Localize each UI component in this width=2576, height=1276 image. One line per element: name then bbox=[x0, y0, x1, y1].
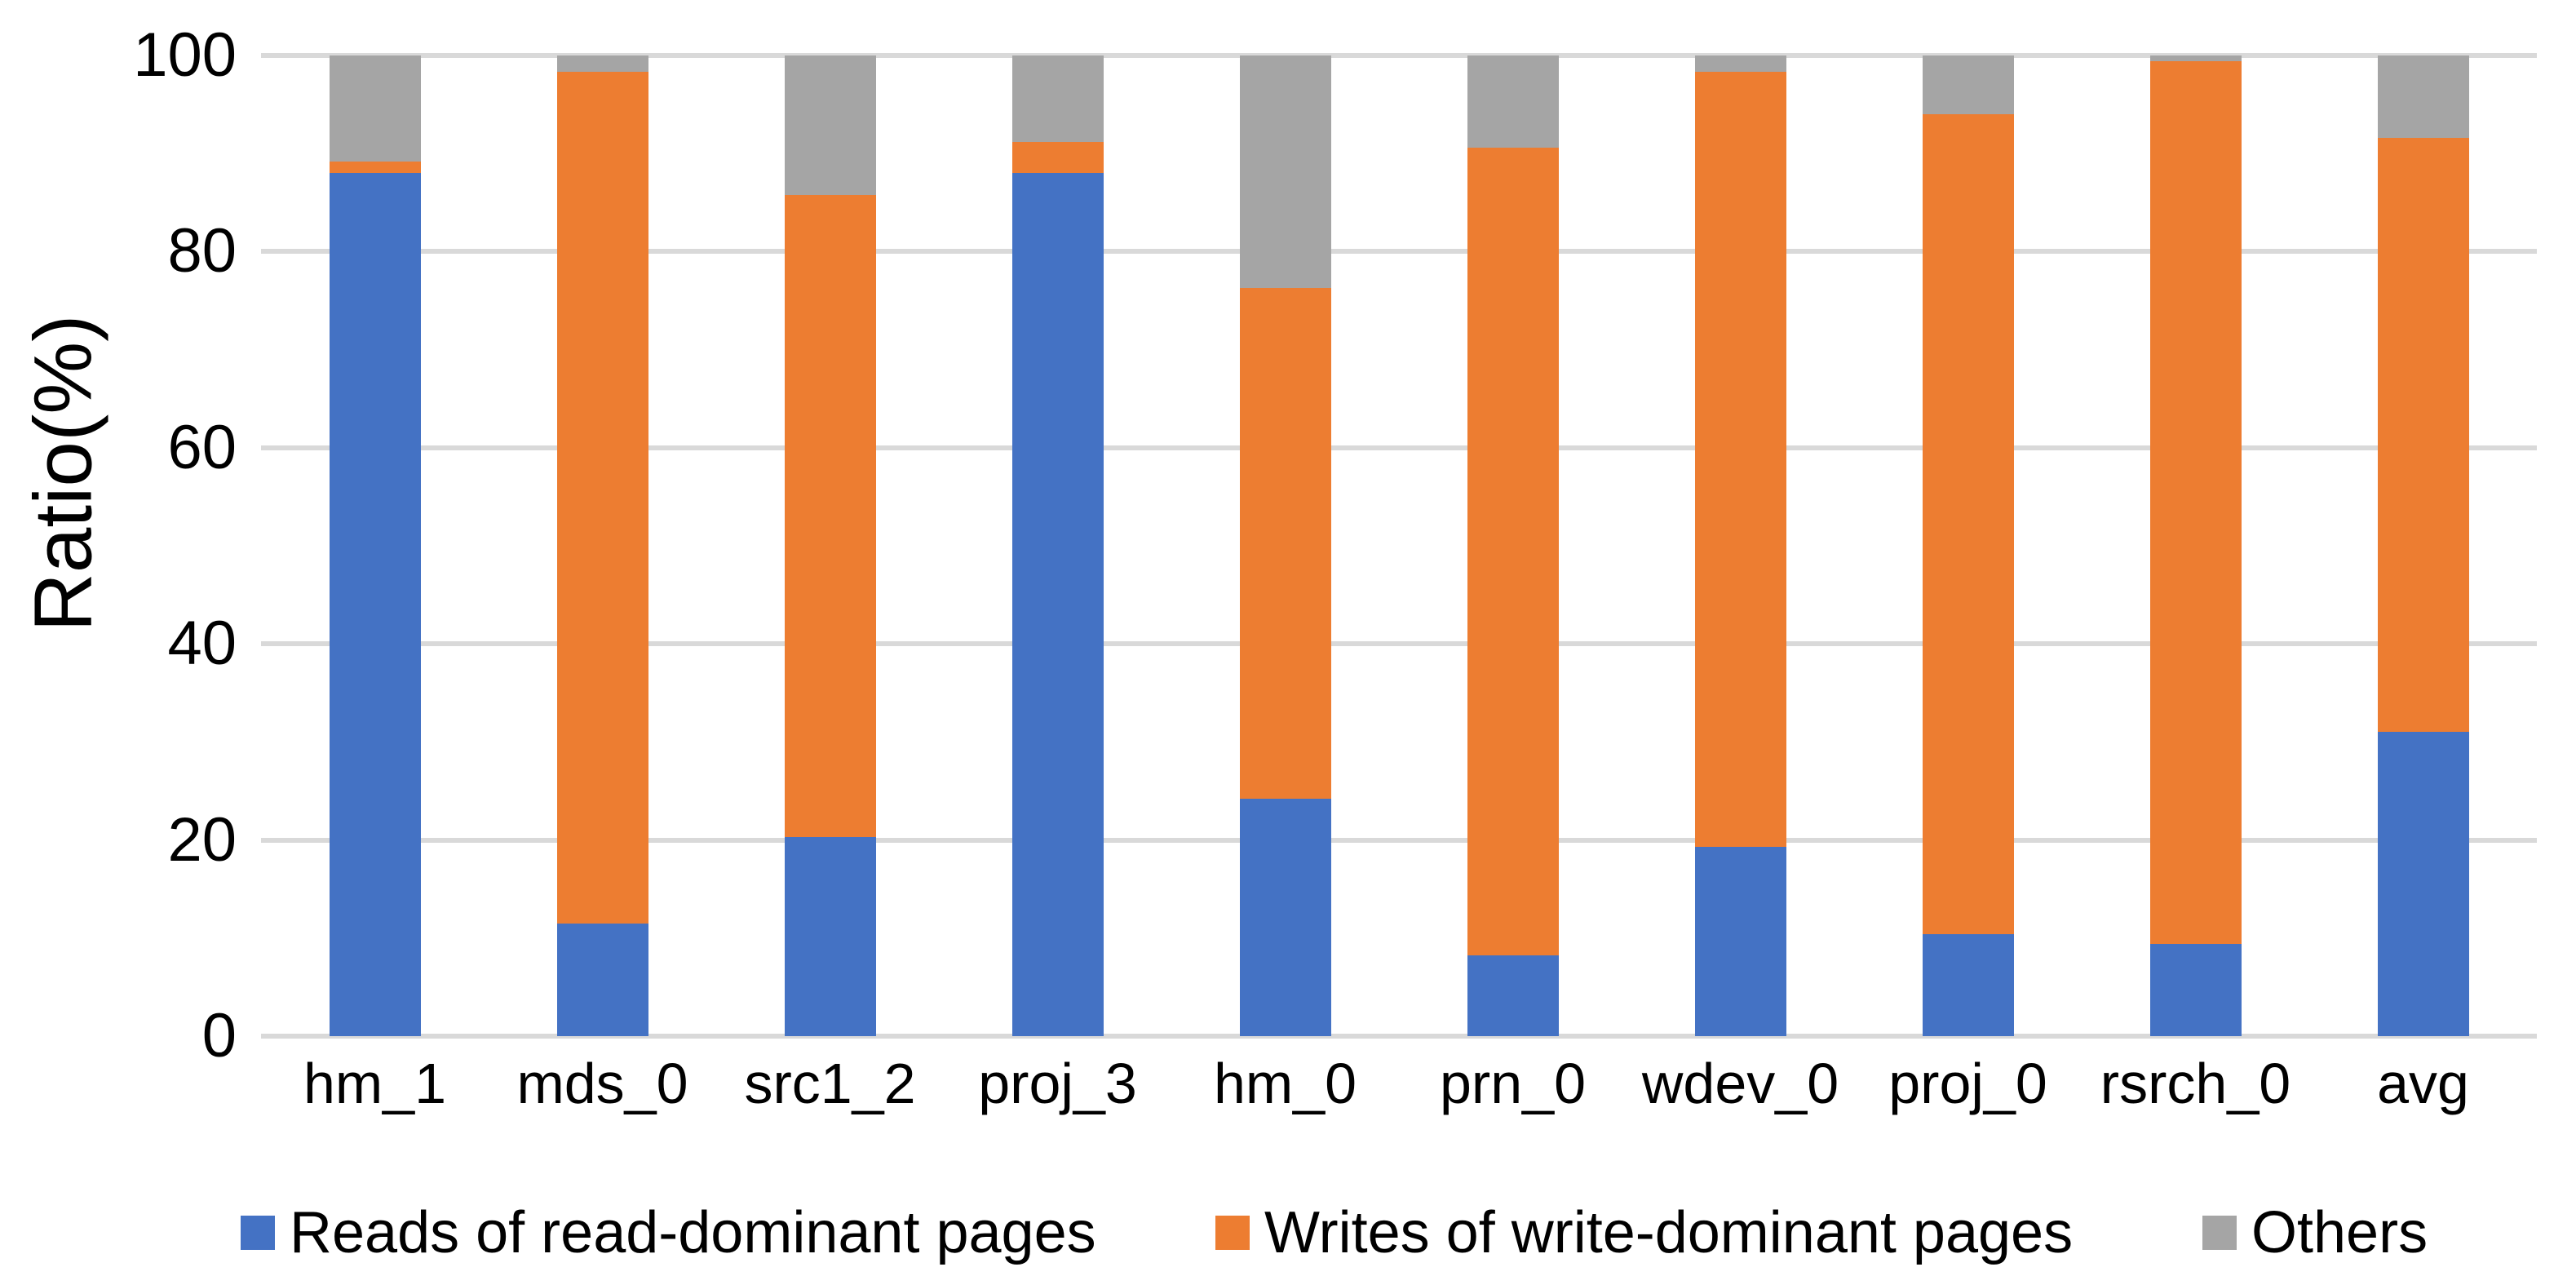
gridline-y-100 bbox=[261, 53, 2537, 58]
y-tick-label-40: 40 bbox=[167, 609, 237, 679]
legend-item-0: Reads of read-dominant pages bbox=[241, 1201, 1096, 1265]
bar-proj_0 bbox=[1922, 55, 2014, 1036]
bar-segment-prn_0-series-1 bbox=[1467, 148, 1559, 956]
bar-avg bbox=[2377, 55, 2469, 1036]
legend-label: Others bbox=[2251, 1200, 2428, 1265]
x-tick-label-proj_0: proj_0 bbox=[1888, 1052, 2047, 1115]
bar-segment-prn_0-series-2 bbox=[1467, 55, 1559, 148]
bar-prn_0 bbox=[1467, 55, 1559, 1036]
x-tick-label-wdev_0: wdev_0 bbox=[1641, 1052, 1839, 1115]
bar-segment-hm_1-series-0 bbox=[329, 173, 421, 1036]
bar-segment-avg-series-0 bbox=[2377, 732, 2469, 1036]
x-tick-label-src1_2: src1_2 bbox=[744, 1052, 916, 1115]
y-tick-label-20: 20 bbox=[167, 804, 237, 875]
x-tick-label-proj_3: proj_3 bbox=[978, 1052, 1137, 1115]
bar-segment-prn_0-series-0 bbox=[1467, 955, 1559, 1036]
legend-label: Reads of read-dominant pages bbox=[290, 1200, 1096, 1265]
gridline-y-20 bbox=[261, 837, 2537, 843]
legend-item-2: Others bbox=[2202, 1201, 2428, 1265]
bar-src1_2 bbox=[784, 55, 876, 1036]
bar-segment-src1_2-series-1 bbox=[784, 194, 876, 837]
x-tick-label-rsrch_0: rsrch_0 bbox=[2100, 1052, 2291, 1115]
bar-segment-wdev_0-series-0 bbox=[1694, 847, 1786, 1036]
bar-segment-hm_0-series-0 bbox=[1239, 799, 1331, 1036]
legend-swatch-icon bbox=[2202, 1216, 2237, 1250]
x-tick-label-mds_0: mds_0 bbox=[516, 1052, 688, 1115]
bar-segment-mds_0-series-1 bbox=[556, 72, 648, 924]
bar-segment-proj_3-series-2 bbox=[1011, 55, 1104, 142]
plot-area bbox=[261, 53, 2537, 1039]
bar-proj_3 bbox=[1011, 55, 1104, 1036]
bar-segment-mds_0-series-0 bbox=[556, 923, 648, 1036]
gridline-y-80 bbox=[261, 249, 2537, 255]
bar-segment-hm_1-series-1 bbox=[329, 161, 421, 174]
bar-hm_1 bbox=[329, 55, 421, 1036]
y-tick-label-80: 80 bbox=[167, 216, 237, 286]
bar-segment-src1_2-series-2 bbox=[784, 55, 876, 195]
bar-segment-mds_0-series-2 bbox=[556, 55, 648, 73]
bar-segment-hm_0-series-2 bbox=[1239, 55, 1331, 288]
bar-segment-rsrch_0-series-2 bbox=[2149, 55, 2242, 62]
legend-swatch-icon bbox=[241, 1216, 275, 1250]
bar-segment-proj_3-series-1 bbox=[1011, 141, 1104, 174]
gridline-y-0 bbox=[261, 1034, 2537, 1039]
bar-segment-proj_0-series-2 bbox=[1922, 55, 2014, 115]
x-tick-label-hm_0: hm_0 bbox=[1213, 1052, 1357, 1115]
legend-label: Writes of write-dominant pages bbox=[1264, 1200, 2074, 1265]
legend-item-1: Writes of write-dominant pages bbox=[1215, 1201, 2073, 1265]
gridline-y-40 bbox=[261, 641, 2537, 647]
y-tick-label-60: 60 bbox=[167, 412, 237, 482]
x-tick-label-hm_1: hm_1 bbox=[303, 1052, 447, 1115]
x-tick-label-avg: avg bbox=[2377, 1052, 2469, 1115]
bar-segment-rsrch_0-series-0 bbox=[2149, 944, 2242, 1036]
bar-segment-proj_3-series-0 bbox=[1011, 173, 1104, 1036]
bar-segment-wdev_0-series-2 bbox=[1694, 55, 1786, 73]
bar-segment-hm_0-series-1 bbox=[1239, 287, 1331, 800]
gridline-y-60 bbox=[261, 445, 2537, 450]
bar-segment-src1_2-series-0 bbox=[784, 837, 876, 1036]
bar-segment-avg-series-2 bbox=[2377, 55, 2469, 138]
bar-segment-hm_1-series-2 bbox=[329, 55, 421, 162]
y-tick-label-0: 0 bbox=[201, 1001, 237, 1070]
bar-segment-proj_0-series-0 bbox=[1922, 934, 2014, 1036]
legend-swatch-icon bbox=[1215, 1216, 1250, 1250]
bar-wdev_0 bbox=[1694, 55, 1786, 1036]
bar-segment-proj_0-series-1 bbox=[1922, 114, 2014, 934]
bar-mds_0 bbox=[556, 55, 648, 1036]
y-tick-label-100: 100 bbox=[133, 20, 237, 90]
bar-segment-avg-series-1 bbox=[2377, 137, 2469, 733]
bar-segment-rsrch_0-series-1 bbox=[2149, 61, 2242, 945]
x-tick-label-prn_0: prn_0 bbox=[1439, 1052, 1587, 1115]
bar-segment-wdev_0-series-1 bbox=[1694, 72, 1786, 848]
bar-rsrch_0 bbox=[2149, 55, 2242, 1036]
bar-hm_0 bbox=[1239, 55, 1331, 1036]
